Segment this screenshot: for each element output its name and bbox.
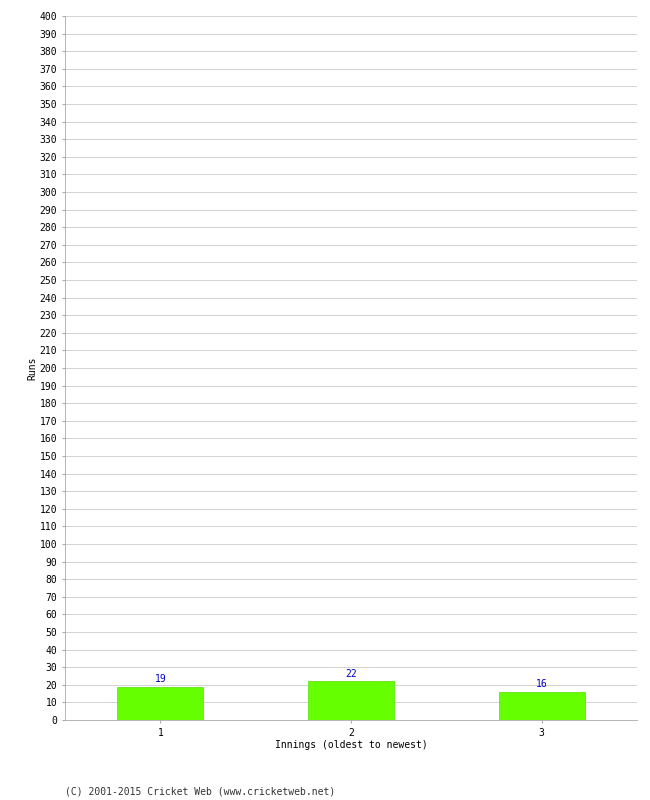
Text: (C) 2001-2015 Cricket Web (www.cricketweb.net): (C) 2001-2015 Cricket Web (www.cricketwe… bbox=[65, 786, 335, 796]
Text: 16: 16 bbox=[536, 679, 547, 690]
Bar bbox=[499, 692, 584, 720]
Y-axis label: Runs: Runs bbox=[27, 356, 37, 380]
Text: 19: 19 bbox=[155, 674, 166, 684]
Bar bbox=[308, 682, 394, 720]
X-axis label: Innings (oldest to newest): Innings (oldest to newest) bbox=[274, 741, 428, 750]
Bar bbox=[118, 686, 203, 720]
Text: 22: 22 bbox=[345, 669, 357, 678]
